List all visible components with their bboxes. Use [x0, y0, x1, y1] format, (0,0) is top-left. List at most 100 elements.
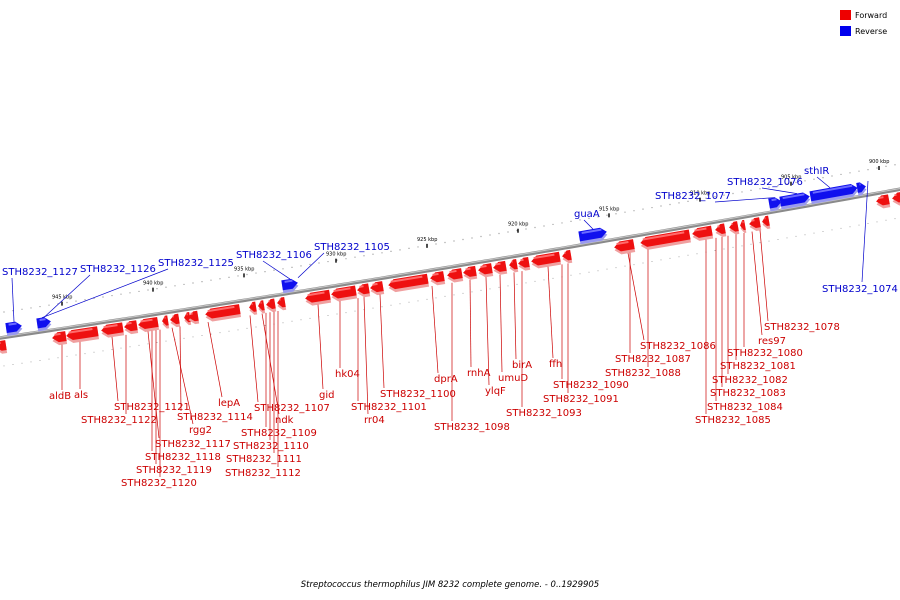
gene-body — [188, 310, 199, 322]
gene-label-gid: gid — [319, 390, 334, 401]
leader-line — [379, 294, 385, 389]
gene-highlight — [465, 267, 471, 271]
leader-line — [816, 176, 831, 189]
forward-gene — [266, 298, 277, 312]
gene-label-sth8232-1117: STH8232_1117 — [155, 439, 231, 450]
leader-line — [207, 322, 223, 398]
leader-line — [43, 274, 91, 318]
gene-highlight — [533, 253, 555, 260]
gene-label-sth8232-1125: STH8232_1125 — [158, 258, 234, 269]
gene-label-sth8232-1105: STH8232_1105 — [314, 242, 390, 253]
gene-body — [101, 322, 124, 335]
gene-body — [729, 221, 739, 232]
label-layer: STH8232_1127 STH8232_1126STH8232_1125STH8… — [2, 166, 898, 489]
gene-highlight — [372, 282, 378, 286]
forward-gene — [715, 223, 727, 237]
forward-gene — [478, 263, 494, 278]
forward-gene — [357, 283, 371, 298]
tick-label: 920 kbp — [508, 222, 528, 228]
reverse-gene — [856, 182, 867, 196]
gene-body — [562, 249, 572, 261]
forward-gene — [762, 215, 771, 229]
gene-label-sth8232-1118: STH8232_1118 — [145, 452, 221, 463]
forward-gene — [640, 229, 691, 250]
backbone-layer — [0, 187, 900, 340]
gene-highlight — [390, 275, 423, 283]
gene-body — [124, 320, 138, 332]
gene-label-sth8232-1109: STH8232_1109 — [241, 428, 317, 439]
leader-line — [431, 286, 439, 374]
leader-line — [11, 277, 15, 322]
gene-label-bira: birA — [512, 360, 532, 371]
gene-highlight — [268, 300, 270, 303]
gene-highlight — [8, 322, 17, 326]
forward-gene — [188, 310, 200, 325]
gene-body — [249, 301, 257, 312]
gene-body — [370, 281, 384, 293]
gene-body — [258, 300, 265, 311]
reverse-gene — [768, 197, 783, 212]
gene-label-sth8232-1126: STH8232_1126 — [80, 264, 156, 275]
gene-body — [36, 317, 51, 329]
gene-highlight — [782, 193, 805, 200]
gene-label-sth8232-1101: STH8232_1101 — [351, 402, 427, 413]
tick-label: 910 kbp — [690, 191, 710, 197]
gene-highlight — [894, 193, 897, 197]
forward-gene — [277, 296, 287, 311]
gene-label-sth8232-1091: STH8232_1091 — [543, 394, 619, 405]
gene-highlight — [742, 221, 744, 224]
gene-label-sth8232-1106: STH8232_1106 — [236, 250, 312, 261]
gene-body — [281, 278, 298, 291]
gene-highlight — [432, 272, 439, 276]
forward-gene — [749, 217, 762, 231]
forward-gene — [370, 281, 385, 296]
gene-label-sth8232-1107: STH8232_1107 — [254, 403, 330, 414]
gene-label-sth8232-1086: STH8232_1086 — [640, 341, 716, 352]
gene-highlight — [564, 251, 566, 254]
leader-line — [147, 331, 160, 439]
gene-highlight — [140, 318, 153, 323]
gene-label-aldb: aldB — [49, 391, 71, 402]
gene-highlight — [172, 315, 174, 318]
gene-label-sth8232-1111: STH8232_1111 — [226, 454, 302, 465]
gene-body — [892, 191, 900, 203]
reverse-gene — [5, 321, 23, 336]
forward-gene — [249, 301, 258, 315]
gene-highlight — [333, 287, 351, 293]
gene-body — [478, 263, 493, 275]
gene-body — [52, 331, 67, 343]
gene-body — [518, 256, 530, 268]
gene-highlight — [495, 262, 501, 266]
leader-line — [469, 279, 472, 368]
forward-gene — [531, 251, 562, 269]
gene-highlight — [859, 183, 861, 186]
gene-highlight — [449, 269, 457, 274]
legend-label-reverse: Reverse — [855, 27, 887, 36]
gene-body — [740, 219, 746, 231]
gene-highlight — [39, 318, 46, 321]
forward-gene — [509, 258, 519, 273]
gene-highlight — [207, 305, 235, 313]
gene-body — [138, 316, 159, 329]
gene-label-rgg2: rgg2 — [189, 425, 212, 436]
leader-line — [171, 327, 194, 425]
forward-gene — [258, 300, 266, 314]
gene-label-sth8232-1076: STH8232_1076 — [727, 177, 803, 188]
gene-body — [277, 296, 286, 308]
gene-highlight — [694, 227, 707, 232]
gene-body — [749, 217, 761, 228]
gene-label-sth8232-1074: STH8232_1074 — [822, 284, 898, 295]
gene-body — [509, 258, 518, 270]
gene-label-rr04: rr04 — [364, 415, 385, 426]
gene-body — [876, 194, 890, 206]
gene-highlight — [764, 217, 766, 220]
gene-highlight — [581, 228, 602, 234]
leader-line — [363, 297, 369, 415]
forward-gene — [101, 322, 125, 338]
gene-highlight — [616, 240, 629, 245]
gene-highlight — [520, 258, 524, 262]
leader-line — [714, 197, 776, 203]
forward-gene — [52, 331, 68, 346]
gene-layer — [0, 182, 900, 354]
leader-line — [759, 230, 769, 322]
